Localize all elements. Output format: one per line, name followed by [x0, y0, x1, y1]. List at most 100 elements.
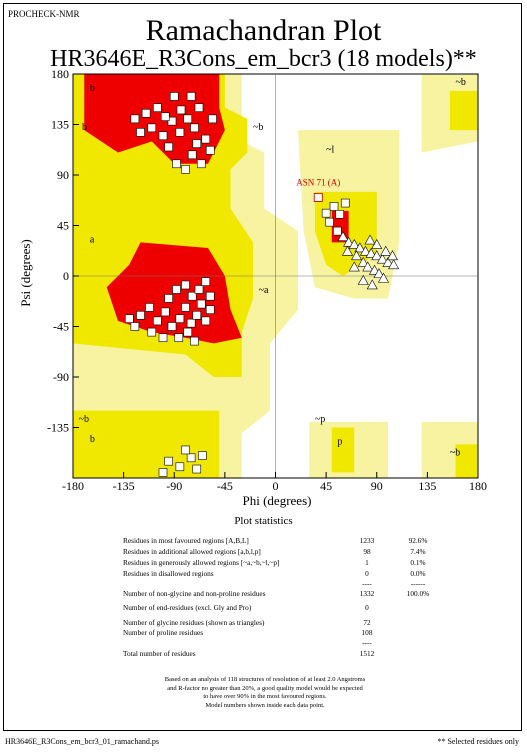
residue-point — [175, 314, 185, 323]
region-label: a — [90, 234, 95, 245]
glycine-point — [362, 261, 374, 272]
glycine-point — [348, 261, 360, 272]
stats-divider: ---- — [362, 638, 372, 647]
residue-point — [130, 322, 140, 331]
stats-count: 1 — [365, 558, 369, 567]
region-labels: bb ~b~b~la~a~bb~pp~b — [79, 77, 466, 458]
residue-point — [141, 108, 151, 118]
region-label: b — [82, 122, 87, 133]
glycine-point — [386, 250, 399, 261]
residue-point — [164, 456, 173, 466]
region-label: ~l — [326, 145, 334, 156]
glycine-point — [357, 256, 369, 267]
highlight-label: ASN 71 (A) — [296, 177, 340, 187]
stats-title: Plot statistics — [234, 515, 293, 527]
stats-percent: 7.4% — [410, 547, 426, 556]
y-tick-label: 0 — [63, 269, 69, 283]
region-label: p — [337, 436, 342, 447]
glycine-point — [382, 256, 394, 267]
residue-point — [196, 299, 206, 309]
residue-point — [194, 103, 204, 112]
stats-label: Residues in additional allowed regions [… — [123, 547, 261, 556]
residue-point — [175, 462, 185, 472]
stats-label: Number of glycine residues (shown as tri… — [123, 618, 265, 627]
residue-point — [192, 139, 202, 148]
x-tick-label: -45 — [217, 479, 233, 493]
residue-point — [335, 209, 344, 219]
y-tick-label: -135 — [47, 421, 69, 435]
x-tick-label: 45 — [320, 479, 332, 493]
region-label: b — [90, 83, 95, 94]
residue-point — [205, 305, 215, 314]
stats-percent: 100.0% — [406, 589, 430, 598]
residue-point — [198, 451, 207, 460]
y-tick-label: 45 — [57, 219, 69, 233]
residue-point — [164, 294, 173, 303]
x-tick-label: 90 — [371, 479, 383, 493]
residue-point — [186, 92, 196, 101]
glycine-point — [366, 279, 378, 290]
residue-point — [201, 277, 211, 286]
glycine-point — [357, 274, 369, 285]
glycine-point — [376, 253, 388, 264]
stats-count: 0 — [365, 569, 369, 578]
data-points — [124, 92, 400, 477]
glycine-point — [373, 268, 385, 279]
residue-point — [181, 165, 190, 174]
residue-point — [192, 464, 202, 474]
stats-count: 72 — [363, 618, 371, 627]
page-frame — [3, 3, 522, 731]
residue-point — [190, 123, 199, 133]
residue-point — [158, 333, 168, 343]
stats-count: 1512 — [359, 649, 375, 658]
residue-point — [201, 134, 211, 144]
y-tick-label: -90 — [53, 370, 69, 384]
residue-point — [187, 291, 197, 301]
chart-title: Ramachandran Plot — [145, 14, 382, 47]
stats-row: Number of non-glycine and non-proline re… — [123, 589, 453, 599]
residue-point — [333, 226, 342, 236]
residue-point — [187, 150, 197, 160]
glycine-point — [354, 242, 366, 253]
glycine-point — [388, 259, 400, 270]
residue-point — [205, 146, 215, 155]
residue-point — [158, 131, 168, 141]
residue-point — [340, 198, 350, 208]
glycine-point — [359, 245, 372, 256]
plot-axes: -180 -135 -90 -45 0 45 90 135 180 180 135 90 45 0 -45 -… — [47, 67, 487, 493]
y-axis-label: Psi (degrees) — [18, 239, 33, 307]
stats-row: Number of glycine residues (shown as tri… — [123, 618, 453, 628]
glycine-point — [350, 250, 363, 261]
y-tick-label: 180 — [51, 67, 69, 81]
x-tick-label: 135 — [418, 479, 436, 493]
residue-point — [153, 316, 162, 326]
residue-point — [201, 316, 211, 326]
x-tick-label: 0 — [273, 479, 279, 493]
residue-point — [205, 291, 215, 301]
glycine-point — [348, 238, 360, 249]
additional-region — [331, 427, 355, 473]
stats-label: Residues in disallowed regions — [123, 569, 214, 578]
additional-region — [449, 90, 478, 131]
stats-count: 1332 — [359, 589, 375, 598]
stats-label: Total number of residues — [123, 649, 196, 658]
residue-point — [176, 105, 186, 115]
additional-region — [455, 444, 478, 478]
residue-point — [169, 92, 179, 101]
note-line: Based on an analysis of 118 structures o… — [164, 676, 366, 683]
residue-point — [160, 112, 170, 121]
highlight-point — [313, 193, 323, 202]
residue-point — [130, 114, 140, 124]
residue-point — [147, 327, 157, 337]
residue-point — [164, 142, 173, 152]
chart-subtitle: HR3646E_R3Cons_em_bcr3 (18 models)** — [50, 46, 477, 72]
residue-point — [325, 217, 334, 227]
note-line: Model numbers shown inside each data poi… — [205, 701, 325, 709]
region-label: b — [90, 434, 95, 445]
region-label: ~b — [456, 77, 466, 88]
residue-point — [186, 318, 196, 328]
residue-point — [167, 322, 177, 331]
residue-point — [194, 285, 204, 294]
stats-label: Residues in generously allowed regions [… — [123, 558, 280, 567]
